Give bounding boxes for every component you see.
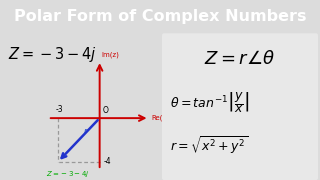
Text: r: r	[84, 127, 87, 136]
Text: Polar Form of Complex Numbers: Polar Form of Complex Numbers	[14, 9, 306, 24]
FancyBboxPatch shape	[162, 33, 318, 180]
Text: $\theta = tan^{-1}\left|\dfrac{y}{x}\right|$: $\theta = tan^{-1}\left|\dfrac{y}{x}\rig…	[170, 90, 249, 115]
Text: $Z = r\angle\theta$: $Z = r\angle\theta$	[204, 50, 276, 68]
Text: O: O	[103, 106, 108, 115]
Text: $Z = -3 - 4j$: $Z = -3 - 4j$	[8, 45, 97, 64]
Text: $Z = -3 - 4j$: $Z = -3 - 4j$	[46, 169, 89, 179]
Text: -3: -3	[56, 105, 64, 114]
Text: $r = \sqrt{x^2 + y^2}$: $r = \sqrt{x^2 + y^2}$	[170, 135, 248, 157]
Text: Im(z): Im(z)	[102, 52, 119, 58]
Text: Re(z): Re(z)	[151, 115, 169, 121]
Text: -4: -4	[104, 157, 111, 166]
